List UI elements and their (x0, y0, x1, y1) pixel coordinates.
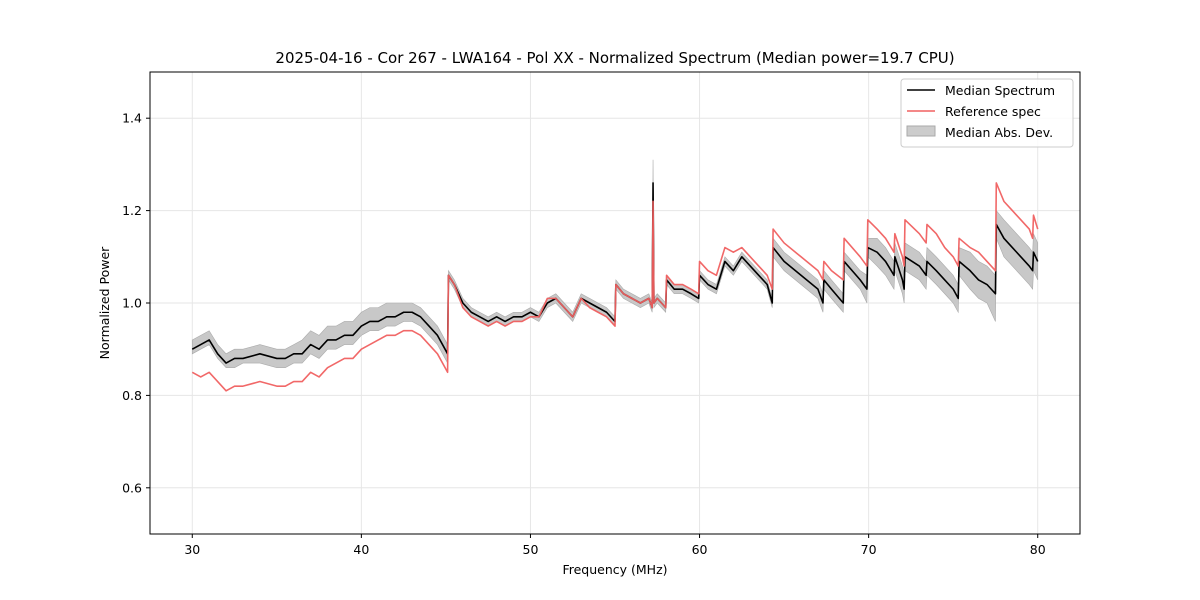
y-tick-label: 1.4 (122, 111, 142, 126)
x-axis-label: Frequency (MHz) (562, 562, 667, 577)
legend-box (900, 78, 1074, 148)
ticks: 30 40 50 60 70 80 0.6 0.8 1.0 1.2 1.4 (122, 111, 1046, 557)
x-tick-label: 40 (353, 542, 369, 557)
y-tick-label: 0.8 (122, 388, 142, 403)
x-tick-label: 50 (523, 542, 539, 557)
plot-area (191, 159, 1039, 392)
legend-reference-label: Reference spec (945, 104, 1041, 119)
legend-mad-label: Median Abs. Dev. (945, 125, 1053, 140)
legend-mad-swatch (906, 125, 936, 137)
chart-title: 2025-04-16 - Cor 267 - LWA164 - Pol XX -… (275, 49, 954, 67)
legend-median-label: Median Spectrum (945, 83, 1055, 98)
x-tick-label: 30 (184, 542, 200, 557)
reference-spectrum-line (191, 182, 1039, 392)
x-tick-label: 60 (692, 542, 708, 557)
y-tick-label: 1.2 (122, 203, 142, 218)
y-axis-label: Normalized Power (97, 246, 112, 360)
y-tick-label: 1.0 (122, 296, 142, 311)
x-tick-label: 70 (861, 542, 877, 557)
y-tick-label: 0.6 (122, 480, 142, 495)
x-tick-label: 80 (1030, 542, 1046, 557)
legend: Median Spectrum Reference spec Median Ab… (900, 78, 1074, 148)
